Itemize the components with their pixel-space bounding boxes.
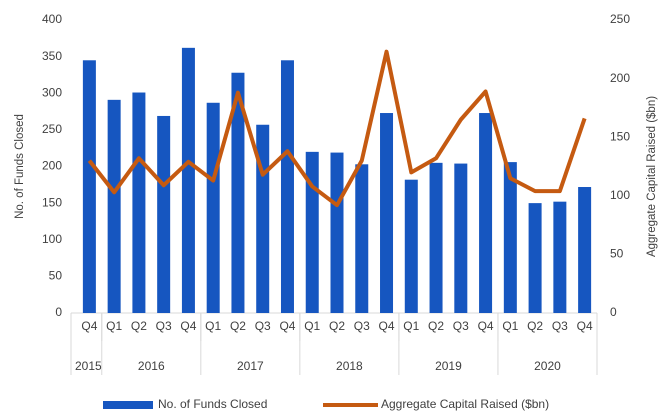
x-tick-label: Q2	[428, 319, 444, 333]
y-tick-label: 300	[42, 85, 62, 99]
x-tick-label: Q3	[552, 319, 568, 333]
y-tick-label: 150	[42, 195, 62, 209]
bar	[528, 203, 542, 313]
bar	[330, 152, 344, 313]
y2-tick-label: 50	[610, 247, 624, 261]
x-tick-label: Q4	[180, 319, 196, 333]
y-tick-label: 0	[55, 305, 62, 319]
bar	[429, 162, 443, 313]
y-tick-label: 250	[42, 122, 62, 136]
x-group-label: 2015	[75, 359, 102, 373]
bar	[479, 113, 493, 313]
x-group-label: 2020	[534, 359, 561, 373]
x-tick-label: Q4	[577, 319, 593, 333]
bar	[107, 99, 121, 313]
y-axis-title: No. of Funds Closed	[14, 114, 26, 219]
y-tick-label: 400	[42, 12, 62, 26]
y2-tick-label: 200	[610, 71, 630, 85]
bar	[553, 201, 567, 313]
bar	[132, 92, 146, 313]
legend-swatch	[103, 401, 153, 409]
x-tick-label: Q1	[502, 319, 518, 333]
y2-tick-label: 150	[610, 129, 630, 143]
y2-axis-title: Aggregate Capital Raised ($bn)	[646, 96, 658, 257]
bar	[503, 162, 517, 313]
y2-tick-label: 250	[610, 12, 630, 26]
x-tick-label: Q3	[156, 319, 172, 333]
x-tick-label: Q1	[106, 319, 122, 333]
y2-tick-label: 100	[610, 188, 630, 202]
bar	[231, 72, 245, 314]
bar	[280, 60, 294, 313]
x-group-label: 2019	[435, 359, 462, 373]
legend-label: No. of Funds Closed	[158, 397, 267, 411]
x-group-label: 2016	[138, 359, 165, 373]
x-tick-label: Q1	[403, 319, 419, 333]
bar	[82, 60, 96, 313]
bar	[454, 163, 468, 313]
bar	[404, 179, 418, 313]
line	[87, 49, 587, 208]
bar	[181, 47, 195, 314]
bar	[305, 151, 319, 313]
legend-label: Aggregate Capital Raised ($bn)	[381, 397, 549, 411]
x-tick-label: Q4	[279, 319, 295, 333]
y-tick-label: 200	[42, 159, 62, 173]
x-tick-label: Q2	[527, 319, 543, 333]
bar	[355, 164, 369, 313]
x-tick-label: Q4	[81, 319, 97, 333]
y-tick-label: 50	[49, 269, 63, 283]
bar	[157, 115, 171, 314]
x-group-label: 2018	[336, 359, 363, 373]
bar	[578, 187, 592, 313]
y2-tick-label: 0	[610, 305, 617, 319]
y-tick-label: 100	[42, 232, 62, 246]
x-tick-label: Q1	[304, 319, 320, 333]
x-tick-label: Q2	[230, 319, 246, 333]
x-tick-label: Q4	[478, 319, 494, 333]
y-tick-label: 350	[42, 49, 62, 63]
x-tick-label: Q3	[453, 319, 469, 333]
bar	[206, 102, 220, 314]
x-tick-label: Q2	[329, 319, 345, 333]
bar	[380, 113, 394, 313]
x-group-label: 2017	[237, 359, 264, 373]
x-tick-label: Q3	[354, 319, 370, 333]
x-tick-label: Q3	[255, 319, 271, 333]
x-tick-label: Q1	[205, 319, 221, 333]
x-tick-label: Q2	[131, 319, 147, 333]
x-tick-label: Q4	[379, 319, 395, 333]
